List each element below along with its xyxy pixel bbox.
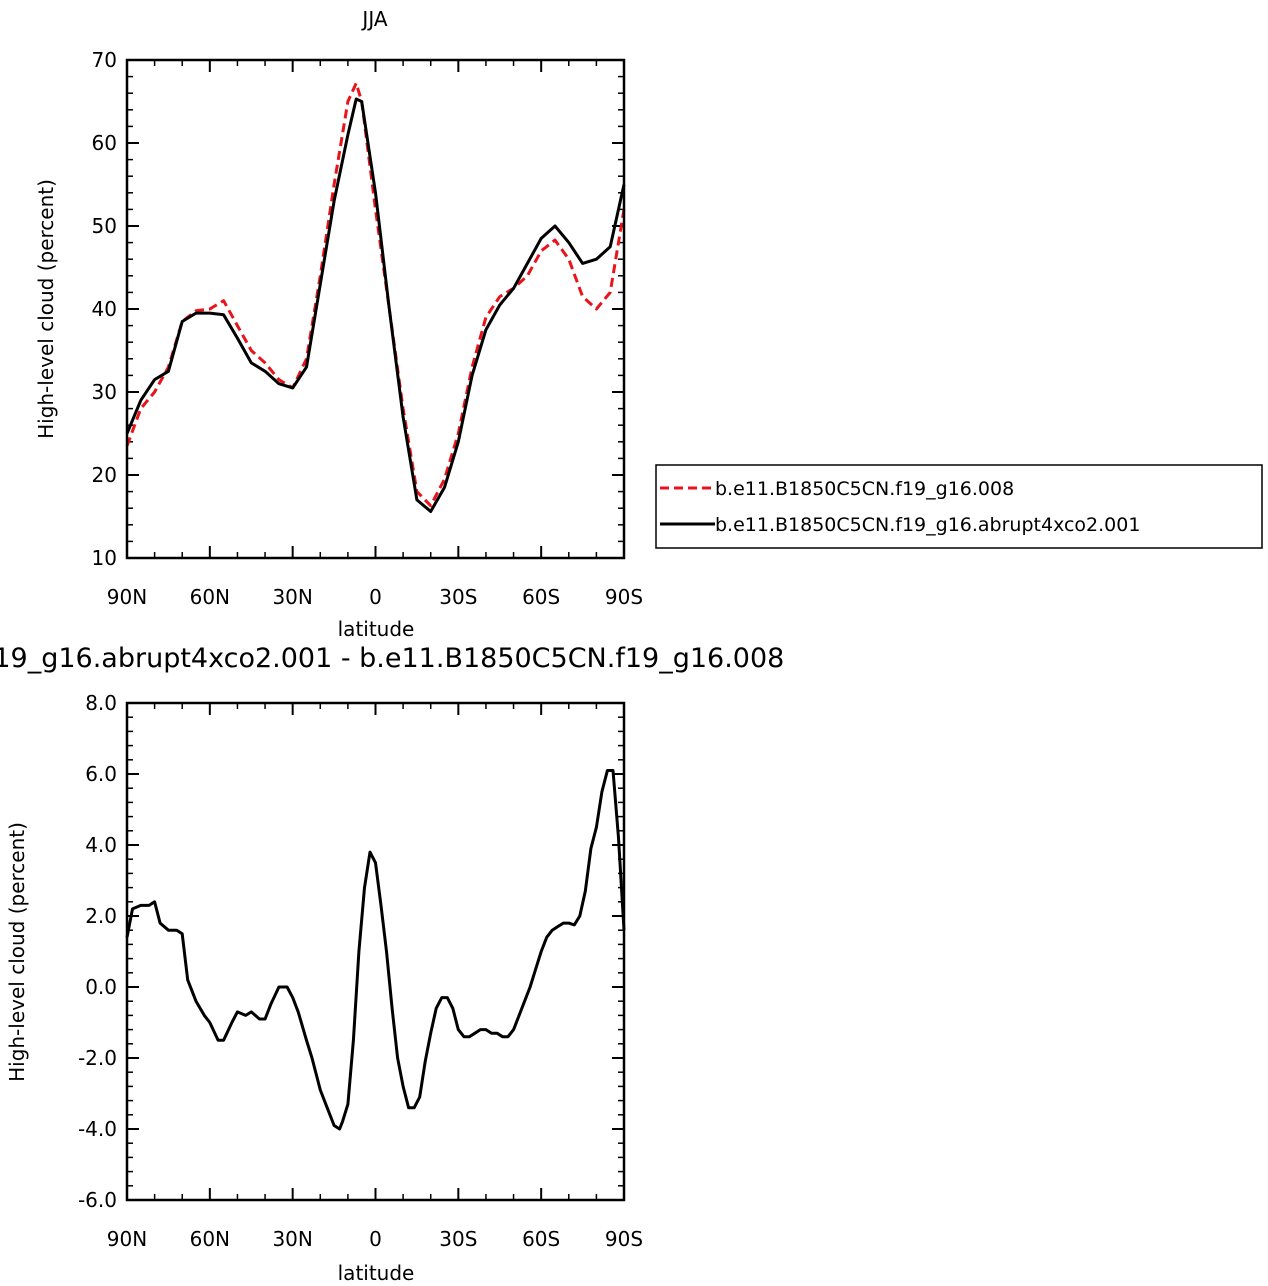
series-group xyxy=(125,769,626,1131)
y-tick-label: 20 xyxy=(92,463,117,487)
y-tick-label: 6.0 xyxy=(85,762,117,786)
y-axis-label: High-level cloud (percent) xyxy=(34,179,58,439)
x-axis-label: latitude xyxy=(338,617,415,641)
legend: b.e11.B1850C5CN.f19_g16.008 b.e11.B1850C… xyxy=(655,464,1263,549)
legend-label-series-2: b.e11.B1850C5CN.f19_g16.abrupt4xco2.001 xyxy=(715,514,1140,536)
chart-title: JJA xyxy=(360,7,387,31)
chart-panel-top: JJA High-level cloud (percent) latitude … xyxy=(34,7,1263,641)
x-tick-label: 90N xyxy=(107,1227,147,1251)
y-axis-label: High-level cloud (percent) xyxy=(5,822,29,1082)
y-tick-label: 2.0 xyxy=(85,904,117,928)
x-tick-label: 30S xyxy=(439,585,477,609)
y-tick-label: 60 xyxy=(92,131,117,155)
x-tick-label: 30N xyxy=(272,585,312,609)
plot-frame xyxy=(125,58,626,560)
x-tick-label: 60N xyxy=(190,1227,230,1251)
y-tick-label: 8.0 xyxy=(85,691,117,715)
axis-ticks: -6.0 -4.0 -2.0 0.0 2.0 4.0 6.0 8.0 90N 60N 30N 0 30S… xyxy=(78,691,643,1251)
series-group xyxy=(125,81,626,513)
legend-label-series-1: b.e11.B1850C5CN.f19_g16.008 xyxy=(715,478,1014,500)
series-line-1 xyxy=(125,81,626,508)
x-tick-label: 90N xyxy=(107,585,147,609)
x-tick-label: 60S xyxy=(522,585,560,609)
y-tick-label: -6.0 xyxy=(78,1188,117,1212)
chart-title: b.e11.B1850C5CN.f19_g16.abrupt4xco2.001 … xyxy=(0,643,784,674)
plot-frame xyxy=(125,701,626,1202)
x-tick-label: 60S xyxy=(522,1227,560,1251)
x-tick-label: 30S xyxy=(439,1227,477,1251)
y-tick-label: 50 xyxy=(92,214,117,238)
y-tick-label: -2.0 xyxy=(78,1046,117,1070)
x-tick-label: 30N xyxy=(272,1227,312,1251)
y-tick-label: -4.0 xyxy=(78,1117,117,1141)
y-tick-label: 40 xyxy=(92,297,117,321)
x-axis-label: latitude xyxy=(338,1261,415,1285)
y-tick-label: 0.0 xyxy=(85,975,117,999)
y-tick-label: 70 xyxy=(92,48,117,72)
y-tick-label: 10 xyxy=(92,546,117,570)
x-tick-label: 60N xyxy=(190,585,230,609)
legend-box xyxy=(655,464,1263,549)
x-tick-label: 90S xyxy=(605,585,643,609)
series-line-1 xyxy=(125,769,626,1131)
y-tick-label: 30 xyxy=(92,380,117,404)
x-tick-label: 0 xyxy=(369,585,382,609)
chart-panel-bottom: b.e11.B1850C5CN.f19_g16.abrupt4xco2.001 … xyxy=(0,643,784,1285)
series-line-2 xyxy=(125,97,626,513)
y-tick-label: 4.0 xyxy=(85,833,117,857)
x-tick-label: 90S xyxy=(605,1227,643,1251)
x-tick-label: 0 xyxy=(369,1227,382,1251)
